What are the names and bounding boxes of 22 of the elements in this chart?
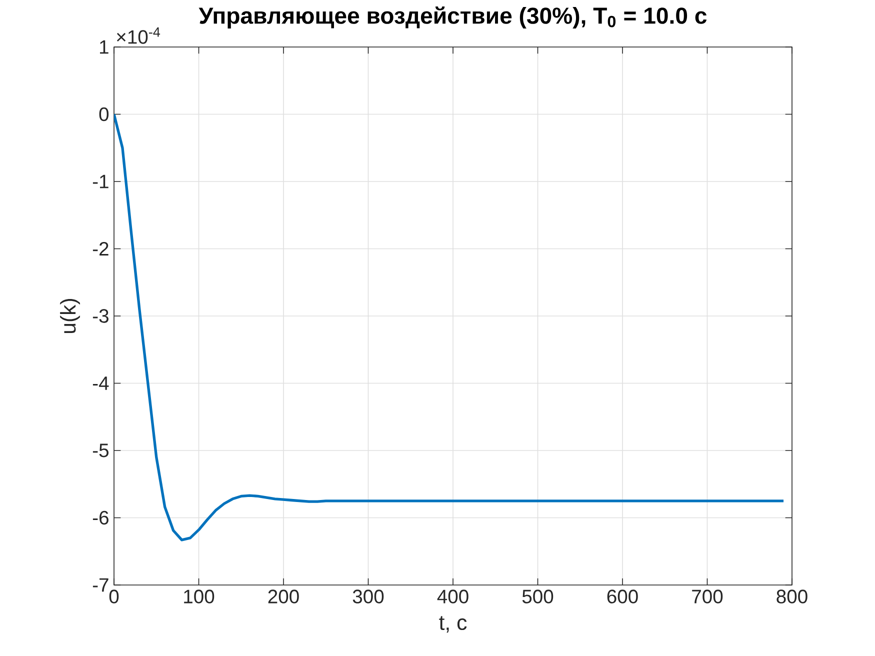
x-axis-title: t, с [439, 616, 467, 633]
x-tick-label: 600 [607, 590, 638, 604]
y-tick-label: -6 [92, 510, 108, 525]
x-tick-label: 200 [268, 590, 299, 604]
y-tick-label: 1 [100, 40, 108, 54]
x-tick-label: 0 [109, 590, 119, 604]
chart-title: Управляющее воздействие (30%), T$_{0}$ = 10.0 с [198, 6, 707, 28]
x-tick-label: 400 [437, 590, 468, 604]
x-tick-label: 300 [352, 590, 384, 604]
y-tick-label: -1 [92, 174, 108, 188]
y-tick-label: -4 [92, 376, 109, 390]
x-tick-label: 800 [776, 590, 808, 604]
x-tick-label: 100 [184, 590, 214, 604]
y-tick-label: -2 [92, 242, 108, 256]
y-tick-label: -5 [92, 444, 108, 458]
y-tick-label: -7 [92, 578, 108, 592]
y-tick-label: 0 [99, 107, 109, 122]
text: ×10$^{-4}$ [116, 27, 160, 44]
x-tick-label: 700 [692, 590, 723, 604]
x-tick-label: 500 [522, 590, 554, 604]
y-axis-title: u(k) [60, 298, 80, 333]
y-tick-label: -3 [92, 309, 108, 323]
